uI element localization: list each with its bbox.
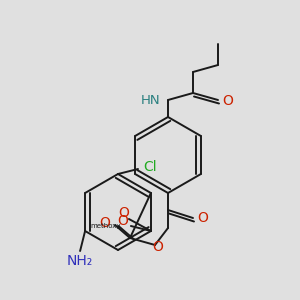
Text: O: O xyxy=(118,206,129,220)
Text: Cl: Cl xyxy=(143,160,157,174)
Text: HN: HN xyxy=(140,94,160,106)
Text: methoxy: methoxy xyxy=(91,223,121,229)
Text: O: O xyxy=(198,211,208,225)
Text: O: O xyxy=(223,94,233,108)
Text: O: O xyxy=(100,216,110,230)
Text: NH₂: NH₂ xyxy=(67,254,93,268)
Text: O: O xyxy=(118,214,128,228)
Text: O: O xyxy=(153,240,164,254)
